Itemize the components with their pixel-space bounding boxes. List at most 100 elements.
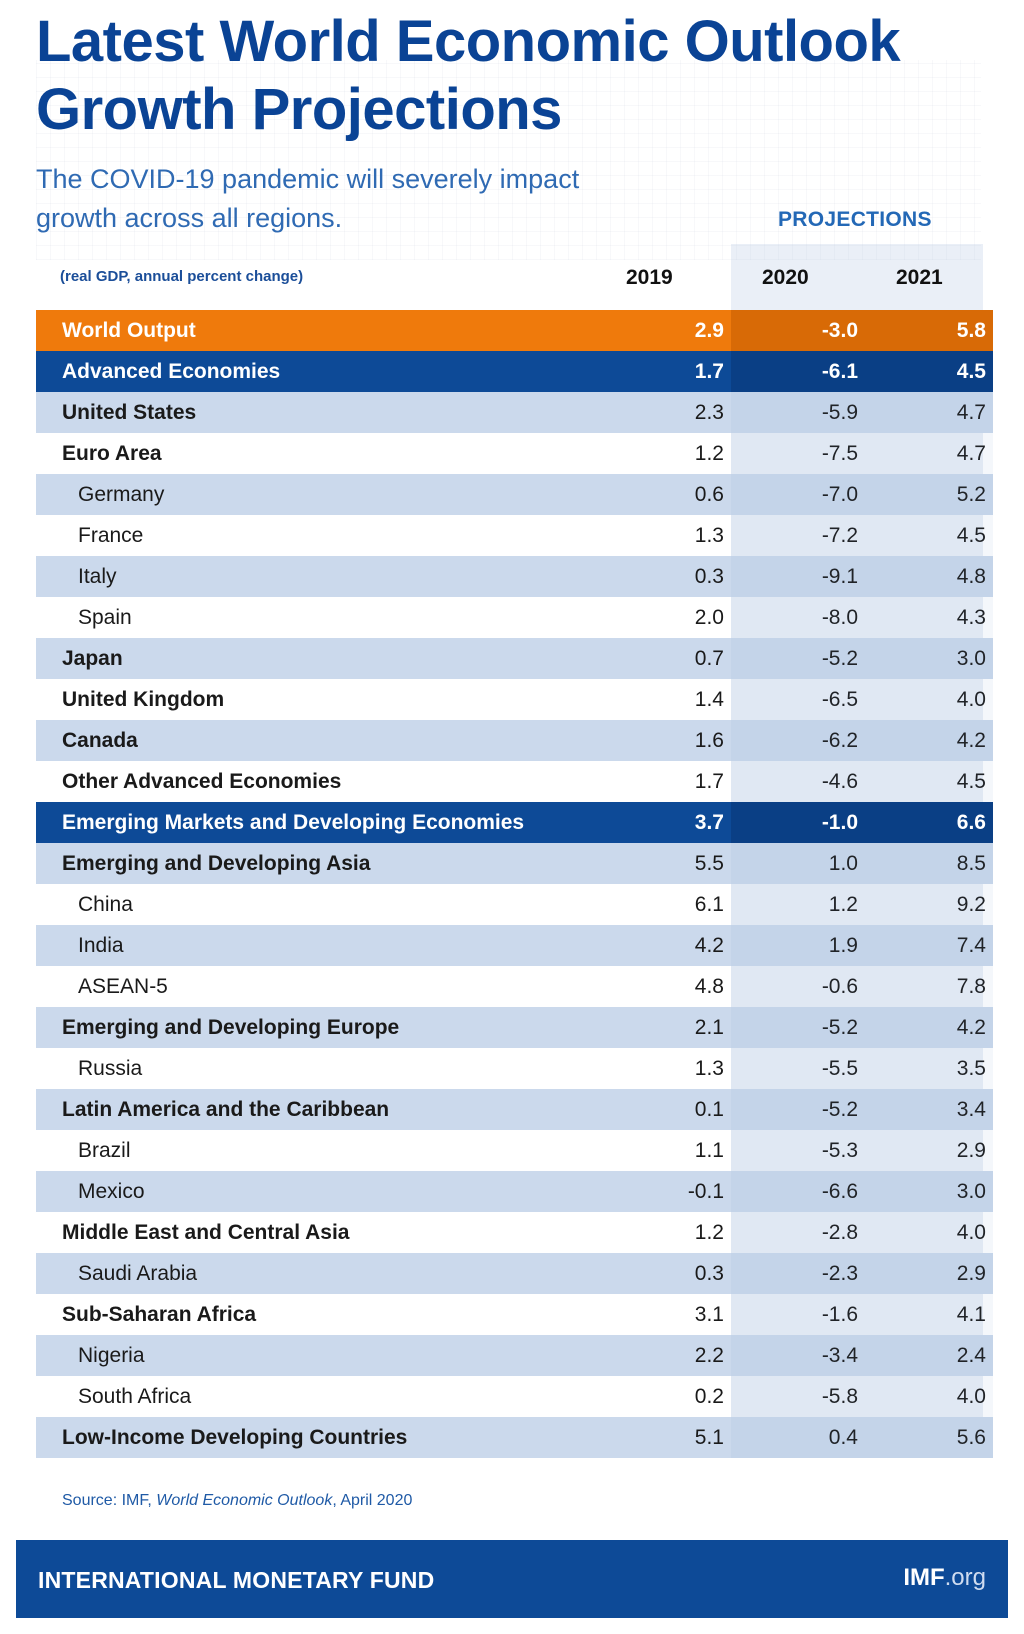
cell-value-2021: 4.7 bbox=[956, 401, 986, 424]
cell-value-2019: 0.3 bbox=[694, 565, 724, 588]
table-row: United Kingdom 1.4 -6.5 4.0 bbox=[36, 679, 993, 720]
cell-value-2020: 0.4 bbox=[828, 1426, 858, 1449]
cell-value-2021: 4.2 bbox=[956, 1016, 986, 1039]
table-row: Russia 1.3 -5.5 3.5 bbox=[36, 1048, 993, 1089]
cell-value-2020: -9.1 bbox=[821, 565, 858, 588]
table-row: Other Advanced Economies 1.7 -4.6 4.5 bbox=[36, 761, 993, 802]
table-row: Nigeria 2.2 -3.4 2.4 bbox=[36, 1335, 993, 1376]
row-label: Nigeria bbox=[78, 1344, 145, 1367]
cell-value-2019: 6.1 bbox=[694, 893, 724, 916]
footer-org-name: INTERNATIONAL MONETARY FUND bbox=[38, 1567, 435, 1593]
cell-value-2020: 1.9 bbox=[828, 934, 858, 957]
projection-cell-highlight bbox=[731, 310, 993, 351]
cell-value-2019: 1.3 bbox=[694, 524, 724, 547]
row-label: Spain bbox=[78, 606, 132, 629]
cell-value-2019: 0.2 bbox=[694, 1385, 724, 1408]
cell-value-2020: -8.0 bbox=[821, 606, 858, 629]
cell-value-2021: 4.0 bbox=[956, 1385, 986, 1408]
table-row: China 6.1 1.2 9.2 bbox=[36, 884, 993, 925]
table-row: Latin America and the Caribbean 0.1 -5.2 3.… bbox=[36, 1089, 993, 1130]
footer-site-link[interactable]: IMF.org bbox=[903, 1564, 986, 1592]
table-row: Germany 0.6 -7.0 5.2 bbox=[36, 474, 993, 515]
row-label: South Africa bbox=[78, 1385, 192, 1408]
table-row: Mexico -0.1 -6.6 3.0 bbox=[36, 1171, 993, 1212]
cell-value-2020: -7.0 bbox=[821, 483, 858, 506]
row-label: Emerging Markets and Developing Economie… bbox=[62, 811, 525, 834]
table-row: India 4.2 1.9 7.4 bbox=[36, 925, 993, 966]
cell-value-2021: 4.7 bbox=[956, 442, 986, 465]
cell-value-2020: -2.8 bbox=[821, 1221, 858, 1244]
cell-value-2021: 3.0 bbox=[956, 647, 986, 670]
row-label: Middle East and Central Asia bbox=[62, 1221, 350, 1244]
row-label: Low-Income Developing Countries bbox=[62, 1426, 408, 1449]
row-label: Brazil bbox=[78, 1139, 131, 1162]
projections-label: PROJECTIONS bbox=[778, 208, 932, 231]
cell-value-2021: 4.0 bbox=[956, 688, 986, 711]
table-row: Italy 0.3 -9.1 4.8 bbox=[36, 556, 993, 597]
cell-value-2020: -5.8 bbox=[821, 1385, 858, 1408]
footer-site-bold: IMF bbox=[903, 1564, 945, 1591]
table-row: World Output 2.9 -3.0 5.8 bbox=[36, 310, 993, 351]
cell-value-2021: 5.6 bbox=[956, 1426, 986, 1449]
row-label: Advanced Economies bbox=[62, 360, 281, 383]
table-row: United States 2.3 -5.9 4.7 bbox=[36, 392, 993, 433]
cell-value-2021: 4.2 bbox=[956, 729, 986, 752]
cell-value-2020: 1.0 bbox=[828, 852, 858, 875]
cell-value-2020: -3.4 bbox=[821, 1344, 858, 1367]
cell-value-2019: 1.6 bbox=[694, 729, 724, 752]
title-line-1: Latest World Economic Outlook bbox=[36, 9, 901, 74]
row-label: ASEAN-5 bbox=[78, 975, 168, 998]
row-label: Other Advanced Economies bbox=[62, 770, 342, 793]
cell-value-2020: -6.1 bbox=[821, 360, 858, 383]
row-label: Saudi Arabia bbox=[78, 1262, 198, 1285]
row-label: Sub-Saharan Africa bbox=[62, 1303, 257, 1326]
column-header-2020: 2020 bbox=[762, 266, 809, 289]
table-row: ASEAN-5 4.8 -0.6 7.8 bbox=[36, 966, 993, 1007]
projection-cell-highlight bbox=[731, 351, 993, 392]
cell-value-2020: 1.2 bbox=[828, 893, 858, 916]
cell-value-2021: 9.2 bbox=[956, 893, 986, 916]
cell-value-2021: 3.5 bbox=[956, 1057, 986, 1080]
cell-value-2019: 4.2 bbox=[694, 934, 724, 957]
cell-value-2019: 3.1 bbox=[694, 1303, 724, 1326]
row-label: United States bbox=[62, 401, 197, 424]
cell-value-2019: 1.3 bbox=[694, 1057, 724, 1080]
table-row: Spain 2.0 -8.0 4.3 bbox=[36, 597, 993, 638]
growth-table: World Output 2.9 -3.0 5.8 Advanced Economies… bbox=[36, 310, 993, 1458]
table-row: Advanced Economies 1.7 -6.1 4.5 bbox=[36, 351, 993, 392]
row-label: India bbox=[78, 934, 124, 957]
row-label: Emerging and Developing Europe bbox=[62, 1016, 400, 1039]
cell-value-2019: 1.7 bbox=[694, 360, 724, 383]
title-line-2: Growth Projections bbox=[36, 77, 562, 142]
cell-value-2020: -5.9 bbox=[821, 401, 858, 424]
cell-value-2020: -7.5 bbox=[821, 442, 858, 465]
cell-value-2021: 7.8 bbox=[956, 975, 986, 998]
cell-value-2021: 8.5 bbox=[956, 852, 986, 875]
cell-value-2019: 5.5 bbox=[694, 852, 724, 875]
cell-value-2021: 3.0 bbox=[956, 1180, 986, 1203]
cell-value-2020: -5.2 bbox=[821, 1098, 858, 1121]
table-row: Canada 1.6 -6.2 4.2 bbox=[36, 720, 993, 761]
table-row: Saudi Arabia 0.3 -2.3 2.9 bbox=[36, 1253, 993, 1294]
table-row: Emerging Markets and Developing Economie… bbox=[36, 802, 993, 843]
cell-value-2020: -1.0 bbox=[821, 811, 858, 834]
column-header-2019: 2019 bbox=[626, 266, 673, 289]
cell-value-2020: -7.2 bbox=[821, 524, 858, 547]
cell-value-2019: 1.1 bbox=[694, 1139, 724, 1162]
source-prefix: Source: IMF, bbox=[62, 1492, 157, 1509]
cell-value-2021: 4.3 bbox=[956, 606, 986, 629]
table-row: Low-Income Developing Countries 5.1 0.4 5.6 bbox=[36, 1417, 993, 1458]
cell-value-2019: 1.2 bbox=[694, 1221, 724, 1244]
cell-value-2021: 6.6 bbox=[956, 811, 986, 834]
cell-value-2019: 0.7 bbox=[694, 647, 724, 670]
cell-value-2020: -5.5 bbox=[821, 1057, 858, 1080]
cell-value-2021: 5.8 bbox=[956, 319, 986, 342]
source-note: Source: IMF, World Economic Outlook, Apr… bbox=[62, 1492, 412, 1510]
cell-value-2020: -3.0 bbox=[821, 319, 858, 342]
row-label: China bbox=[78, 893, 133, 916]
cell-value-2021: 4.5 bbox=[956, 524, 986, 547]
page-title: Latest World Economic Outlook Growth Pro… bbox=[36, 8, 901, 144]
cell-value-2020: -6.6 bbox=[821, 1180, 858, 1203]
cell-value-2019: 0.6 bbox=[694, 483, 724, 506]
column-header-2021: 2021 bbox=[896, 266, 943, 289]
